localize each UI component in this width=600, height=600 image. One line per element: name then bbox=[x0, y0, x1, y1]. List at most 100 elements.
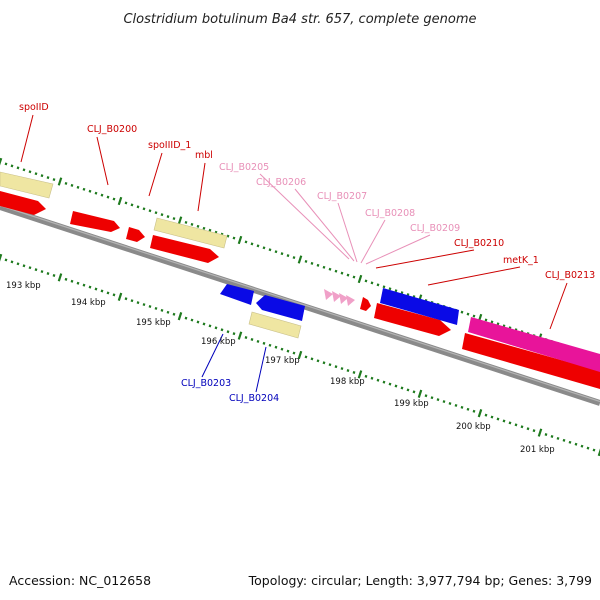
inner-minor-tick bbox=[124, 297, 128, 301]
scale-label-layer: 193 kbp 194 kbp 195 kbp 196 kbp 197 kbp 198 k… bbox=[6, 281, 555, 455]
inner-minor-tick bbox=[262, 341, 266, 345]
inner-minor-tick bbox=[256, 339, 260, 343]
inner-minor-tick bbox=[454, 403, 458, 407]
gene-mbl[interactable] bbox=[150, 235, 219, 263]
gene-CLJ_B0210[interactable] bbox=[360, 297, 371, 311]
gene-track bbox=[0, 171, 600, 389]
outer-minor-tick bbox=[106, 195, 110, 199]
gene-label[interactable]: CLJ_B0206 bbox=[256, 177, 306, 188]
inner-minor-tick bbox=[388, 382, 392, 386]
gene-leader-line bbox=[255, 346, 267, 393]
gene-spoIID-yellow[interactable] bbox=[0, 171, 54, 199]
outer-major-tick bbox=[0, 157, 3, 166]
inner-minor-tick bbox=[52, 273, 56, 277]
outer-minor-tick bbox=[46, 176, 50, 180]
gene-label[interactable]: spoIID bbox=[19, 102, 49, 113]
inner-minor-tick bbox=[166, 310, 170, 314]
inner-minor-tick bbox=[268, 343, 272, 347]
outer-major-tick bbox=[177, 216, 183, 225]
gene-CLJ_B0206[interactable] bbox=[332, 291, 341, 302]
gene-label[interactable]: mbl bbox=[195, 150, 213, 161]
gene-CLJ_B0204-yellow[interactable] bbox=[248, 311, 302, 339]
inner-minor-tick bbox=[274, 345, 278, 349]
scale-label: 197 kbp bbox=[265, 356, 300, 366]
inner-minor-tick bbox=[88, 285, 92, 289]
outer-minor-tick bbox=[184, 220, 188, 224]
inner-minor-tick bbox=[70, 279, 74, 283]
inner-tick-ring bbox=[0, 253, 600, 457]
outer-minor-tick bbox=[388, 287, 392, 291]
outer-minor-tick bbox=[82, 187, 86, 191]
gene-label[interactable]: CLJ_B0210 bbox=[454, 238, 504, 249]
inner-minor-tick bbox=[382, 380, 386, 384]
gene-label[interactable]: CLJ_B0204 bbox=[229, 393, 279, 404]
outer-minor-tick bbox=[280, 252, 284, 256]
inner-minor-tick bbox=[130, 299, 134, 303]
inner-minor-tick bbox=[184, 316, 188, 320]
outer-minor-tick bbox=[382, 285, 386, 289]
inner-minor-tick bbox=[172, 312, 176, 316]
gene-spoIIID_1[interactable] bbox=[126, 227, 145, 242]
inner-minor-tick bbox=[412, 390, 416, 394]
gene-label[interactable]: CLJ_B0207 bbox=[317, 191, 367, 202]
outer-minor-tick bbox=[286, 254, 290, 258]
inner-minor-tick bbox=[400, 386, 404, 390]
gene-spoIID[interactable] bbox=[0, 191, 46, 215]
gene-label[interactable]: CLJ_B0205 bbox=[219, 162, 269, 173]
inner-minor-tick bbox=[208, 324, 212, 328]
inner-minor-tick bbox=[220, 328, 224, 332]
inner-minor-tick bbox=[406, 388, 410, 392]
inner-minor-tick bbox=[316, 359, 320, 363]
inner-minor-tick bbox=[394, 384, 398, 388]
gene-label[interactable]: spoIIID_1 bbox=[148, 140, 191, 151]
inner-minor-tick bbox=[22, 264, 26, 268]
inner-minor-tick bbox=[226, 330, 230, 334]
gene-CLJ_B0213[interactable] bbox=[468, 317, 600, 372]
inner-major-tick bbox=[237, 331, 243, 340]
gene-label[interactable]: metK_1 bbox=[503, 255, 539, 266]
gene-label[interactable]: CLJ_B0203 bbox=[181, 378, 231, 389]
outer-minor-tick bbox=[4, 162, 8, 166]
gene-label[interactable]: CLJ_B0200 bbox=[87, 124, 137, 135]
inner-minor-tick bbox=[10, 260, 14, 264]
gene-CLJ_B0208[interactable] bbox=[346, 295, 355, 306]
outer-minor-tick bbox=[190, 222, 194, 226]
gene-mbl-yellow[interactable] bbox=[153, 217, 228, 249]
inner-major-tick bbox=[57, 273, 63, 282]
gene-CLJ_B0211-blue[interactable] bbox=[380, 288, 459, 325]
outer-minor-tick bbox=[94, 191, 98, 195]
inner-major-tick bbox=[537, 428, 543, 437]
gene-CLJ_B0203[interactable] bbox=[220, 284, 254, 305]
gene-label[interactable]: CLJ_B0208 bbox=[365, 208, 415, 219]
gene-leader-line bbox=[96, 136, 109, 186]
gene-label[interactable]: CLJ_B0209 bbox=[410, 223, 460, 234]
outer-minor-tick bbox=[364, 279, 368, 283]
gene-label[interactable]: CLJ_B0213 bbox=[545, 270, 595, 281]
inner-minor-tick bbox=[532, 429, 536, 433]
inner-minor-tick bbox=[490, 415, 494, 419]
inner-minor-tick bbox=[94, 287, 98, 291]
gene-CLJ_B0213-red[interactable] bbox=[462, 333, 600, 389]
inner-major-tick bbox=[0, 253, 3, 262]
outer-minor-tick bbox=[274, 250, 278, 254]
gene-CLJ_B0204[interactable] bbox=[256, 295, 305, 321]
inner-minor-tick bbox=[562, 438, 566, 442]
outer-minor-tick bbox=[76, 185, 80, 189]
gene-CLJ_B0200[interactable] bbox=[70, 211, 120, 232]
outer-minor-tick bbox=[250, 242, 254, 246]
gene-CLJ_B0205[interactable] bbox=[324, 289, 333, 300]
inner-minor-tick bbox=[112, 293, 116, 297]
inner-minor-tick bbox=[202, 322, 206, 326]
inner-minor-tick bbox=[106, 291, 110, 295]
inner-minor-tick bbox=[328, 363, 332, 367]
gene-CLJ_B0207[interactable] bbox=[339, 293, 348, 304]
outer-minor-tick bbox=[112, 197, 116, 201]
gene-leader-line bbox=[148, 152, 163, 197]
inner-major-tick bbox=[417, 389, 423, 398]
inner-minor-tick bbox=[580, 444, 584, 448]
gene-leader-line bbox=[360, 219, 386, 264]
outer-minor-tick bbox=[124, 201, 128, 205]
outer-minor-tick bbox=[322, 265, 326, 269]
gene-metK_1[interactable] bbox=[374, 303, 451, 336]
